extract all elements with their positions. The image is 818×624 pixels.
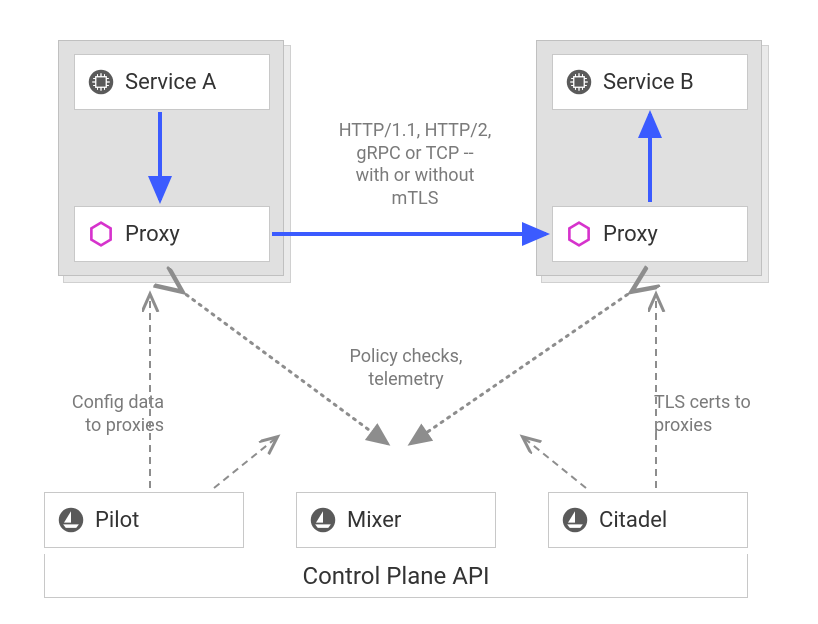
- tls-label: TLS certs to proxies: [654, 392, 794, 437]
- proxy-b-box: Proxy: [552, 206, 748, 262]
- service-b-label: Service B: [603, 70, 694, 95]
- sailboat-icon: [57, 506, 85, 534]
- arrow-citadel-podA: [524, 438, 586, 488]
- pilot-label: Pilot: [95, 508, 139, 533]
- proxy-a-label: Proxy: [125, 222, 180, 247]
- policy-label: Policy checks, telemetry: [316, 346, 496, 391]
- sailboat-icon: [561, 506, 589, 534]
- mixer-label: Mixer: [347, 508, 401, 533]
- hexagon-icon: [87, 220, 115, 248]
- proxy-a-box: Proxy: [74, 206, 270, 262]
- service-a-label: Service A: [125, 70, 216, 95]
- service-a-box: Service A: [74, 54, 270, 110]
- proxy-b-label: Proxy: [603, 222, 658, 247]
- citadel-box: Citadel: [548, 492, 748, 548]
- chip-icon: [565, 68, 593, 96]
- pilot-box: Pilot: [44, 492, 244, 548]
- config-label: Config data to proxies: [24, 392, 164, 437]
- chip-icon: [87, 68, 115, 96]
- istio-architecture-diagram: Service A Service B Proxy Proxy Pilot Mi…: [0, 0, 818, 624]
- service-b-box: Service B: [552, 54, 748, 110]
- control-plane-title: Control Plane API: [44, 562, 748, 590]
- sailboat-icon: [309, 506, 337, 534]
- hexagon-icon: [565, 220, 593, 248]
- citadel-label: Citadel: [599, 508, 667, 533]
- arrow-pilot-podB: [214, 438, 276, 488]
- mixer-box: Mixer: [296, 492, 496, 548]
- protocols-label: HTTP/1.1, HTTP/2, gRPC or TCP -- with or…: [305, 120, 525, 210]
